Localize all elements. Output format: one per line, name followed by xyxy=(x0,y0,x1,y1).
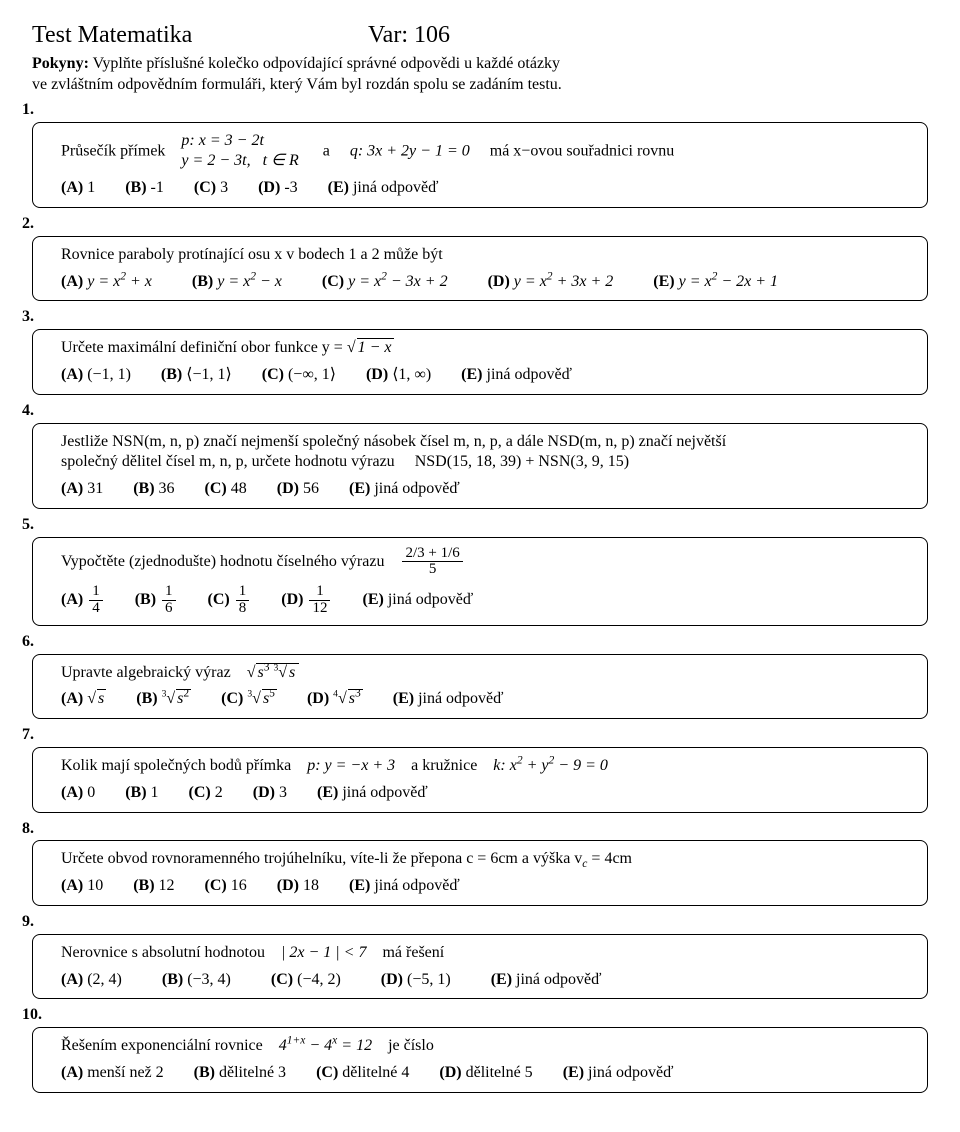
q1-mid: a xyxy=(323,142,330,159)
q9-choices: (A) (2, 4) (B) (−3, 4) (C) (−4, 2) (D) (… xyxy=(61,970,917,991)
q5-number: 5. xyxy=(22,515,928,536)
question-1: Průsečík přímek p: x = 3 − 2t y = 2 − 3t… xyxy=(32,122,928,208)
q4-choices: (A) 31 (B) 36 (C) 48 (D) 56 (E) jiná odp… xyxy=(61,479,917,500)
question-8: Určete obvod rovnoramenného trojúhelníku… xyxy=(32,840,928,906)
question-6: Upravte algebraický výraz √s3 3√s (A) √s… xyxy=(32,654,928,720)
question-4: Jestliže NSN(m, n, p) značí nejmenší spo… xyxy=(32,423,928,509)
q8-number: 8. xyxy=(22,819,928,840)
question-7: Kolik mají společných bodů přímka p: y =… xyxy=(32,747,928,813)
instr-bold: Pokyny: xyxy=(32,55,89,72)
q1-system: p: x = 3 − 2t y = 2 − 3t, t ∈ R xyxy=(181,131,298,173)
question-3: Určete maximální definiční obor funkce y… xyxy=(32,329,928,395)
instr-line2: ve zvláštním odpovědním formuláři, který… xyxy=(32,76,562,93)
q3-text: Určete maximální definiční obor funkce y… xyxy=(61,338,917,359)
q2-number: 2. xyxy=(22,214,928,235)
question-5: Vypočtěte (zjednodušte) hodnotu číselnéh… xyxy=(32,537,928,626)
q10-choices: (A) menší než 2 (B) dělitelné 3 (C) děli… xyxy=(61,1063,917,1084)
title-left: Test Matematika xyxy=(32,20,362,51)
q1-pre: Průsečík přímek xyxy=(61,142,165,159)
q3-choices: (A) (−1, 1) (B) ⟨−1, 1⟩ (C) (−∞, 1⟩ (D) … xyxy=(61,365,917,386)
q7-text: Kolik mají společných bodů přímka p: y =… xyxy=(61,756,917,777)
q5-main-frac: 2/3 + 1/6 5 xyxy=(402,546,462,579)
q1-eq2: q: 3x + 2y − 1 = 0 xyxy=(350,142,470,159)
q9-text: Nerovnice s absolutní hodnotou | 2x − 1 … xyxy=(61,943,917,964)
q8-choices: (A) 10 (B) 12 (C) 16 (D) 18 (E) jiná odp… xyxy=(61,876,917,897)
q1-number: 1. xyxy=(22,100,928,121)
q2-text: Rovnice paraboly protínající osu x v bod… xyxy=(61,245,917,266)
q7-number: 7. xyxy=(22,725,928,746)
question-9: Nerovnice s absolutní hodnotou | 2x − 1 … xyxy=(32,934,928,1000)
q1-choices: (A) 1 (B) -1 (C) 3 (D) -3 (E) jiná odpov… xyxy=(61,178,917,199)
q10-text: Řešením exponenciální rovnice 41+x − 4x … xyxy=(61,1036,917,1057)
question-2: Rovnice paraboly protínající osu x v bod… xyxy=(32,236,928,302)
q4-number: 4. xyxy=(22,401,928,422)
q3-sqrt: √1 − x xyxy=(347,338,394,359)
q1-post: má x−ovou souřadnici rovnu xyxy=(490,142,675,159)
title-right: Var: 106 xyxy=(368,20,450,51)
q7-choices: (A) 0 (B) 1 (C) 2 (D) 3 (E) jiná odpověď xyxy=(61,783,917,804)
q6-expr: √s3 3√s xyxy=(247,663,300,684)
question-10: Řešením exponenciální rovnice 41+x − 4x … xyxy=(32,1027,928,1093)
q6-number: 6. xyxy=(22,632,928,653)
q1-text: Průsečík přímek p: x = 3 − 2t y = 2 − 3t… xyxy=(61,131,917,173)
q5-choices: (A) 14 (B) 16 (C) 18 (D) 112 (E) jiná od… xyxy=(61,584,917,617)
page-title: Test Matematika Var: 106 xyxy=(32,20,928,51)
q9-number: 9. xyxy=(22,912,928,933)
q8-text: Určete obvod rovnoramenného trojúhelníku… xyxy=(61,849,917,870)
q2-choices: (A) y = x2 + x (B) y = x2 − x (C) y = x2… xyxy=(61,272,917,293)
q3-number: 3. xyxy=(22,307,928,328)
q10-number: 10. xyxy=(22,1005,928,1026)
q6-choices: (A) √s (B) 3√s2 (C) 3√s5 (D) 4√s3 (E) ji… xyxy=(61,689,917,710)
instructions: Pokyny: Vyplňte příslušné kolečko odpoví… xyxy=(32,54,928,96)
instr-line1: Vyplňte příslušné kolečko odpovídající s… xyxy=(89,55,560,72)
q4-text: Jestliže NSN(m, n, p) značí nejmenší spo… xyxy=(61,432,917,474)
q6-text: Upravte algebraický výraz √s3 3√s xyxy=(61,663,917,684)
q5-text: Vypočtěte (zjednodušte) hodnotu číselnéh… xyxy=(61,546,917,579)
